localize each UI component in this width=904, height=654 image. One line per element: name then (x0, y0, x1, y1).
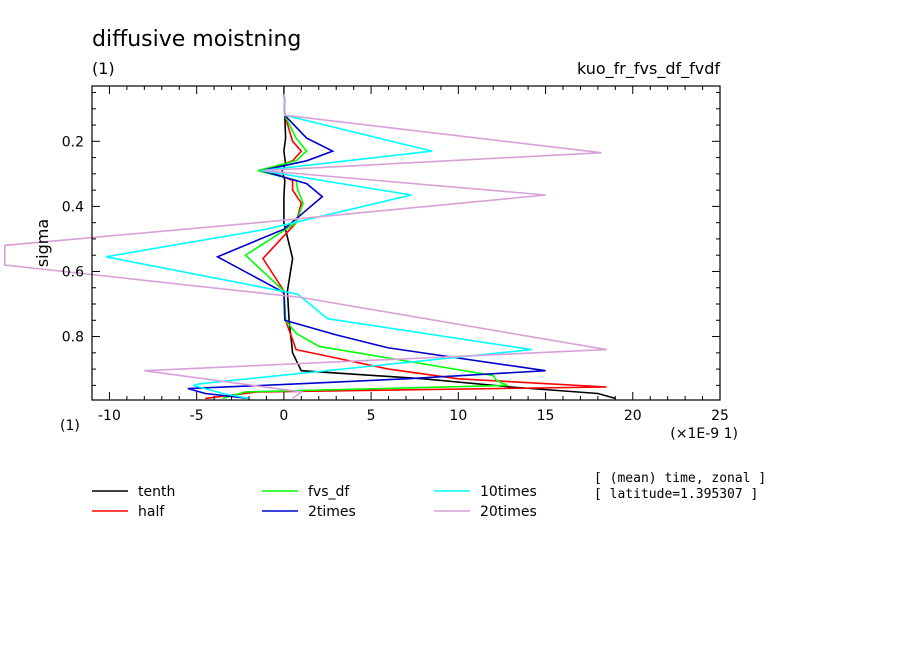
chart-subtitle-left: (1) (92, 59, 115, 78)
legend-label-fvs-df: fvs_df (308, 484, 350, 500)
chart-title: diffusive moistning (92, 27, 301, 52)
chart-subtitle-right: kuo_fr_fvs_df_fvdf (577, 59, 720, 79)
y-axis-label: sigma (33, 219, 52, 267)
series-line-tenth (281, 86, 616, 400)
x-tick-label: -5 (190, 408, 204, 424)
info-line-2: [ latitude=1.395307 ] (594, 487, 758, 502)
series-line-2times (187, 86, 546, 400)
x-tick-label: 5 (367, 408, 376, 424)
y-tick-label: 0.2 (62, 134, 84, 150)
y-tick-label: 0.6 (62, 264, 84, 280)
legend-label-tenth: tenth (138, 484, 175, 500)
x-tick-label: 25 (711, 408, 729, 424)
x-unit-label: (×1E-9 1) (670, 426, 738, 442)
y-tick-label: 0.8 (62, 330, 84, 346)
legend-label-10times: 10times (480, 484, 537, 500)
y-unit-label: (1) (60, 418, 80, 434)
x-tick-label: 10 (449, 408, 467, 424)
series-line-10times (105, 86, 532, 400)
series-line-20times (4, 86, 607, 400)
series-line-fvs-df (222, 86, 508, 400)
x-tick-label: 20 (624, 408, 642, 424)
legend-label-half: half (138, 504, 165, 520)
ticks-layer: -10 -5 0 5 10 15 20 25 0.2 0.4 0.6 0.8 (62, 86, 729, 424)
legend-label-2times: 2times (308, 504, 356, 520)
series-layer (4, 86, 616, 400)
x-tick-label: 0 (279, 408, 288, 424)
x-tick-label: -10 (98, 408, 121, 424)
legend-label-20times: 20times (480, 504, 537, 520)
legend: tenth half fvs_df 2times 10times 20times (92, 484, 537, 520)
info-line-1: [ (mean) time, zonal ] (594, 471, 766, 486)
y-tick-label: 0.4 (62, 199, 84, 215)
x-tick-label: 15 (537, 408, 555, 424)
